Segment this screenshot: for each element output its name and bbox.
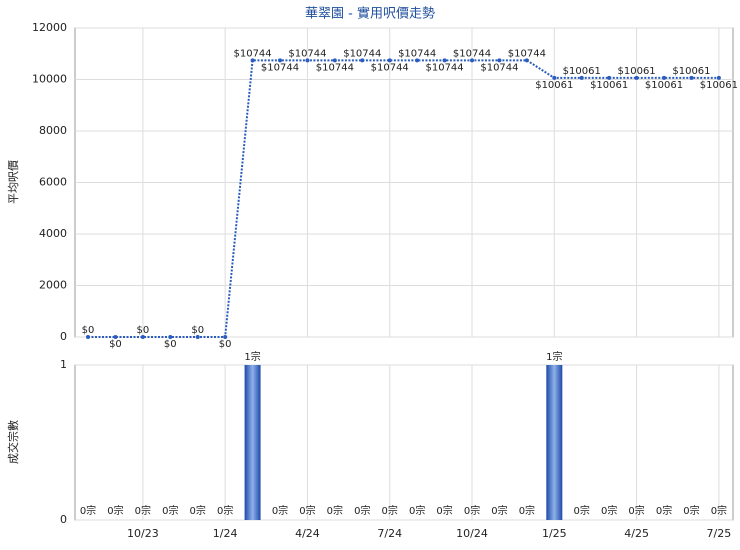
value-label: $10744 [261, 62, 299, 73]
plot-area [74, 364, 734, 521]
value-label: 0宗 [601, 504, 617, 517]
value-label: $0 [191, 325, 204, 336]
value-label: 0宗 [217, 504, 233, 517]
value-label: $10744 [288, 48, 326, 59]
point [607, 75, 612, 80]
x-tick-label: 4/25 [624, 527, 649, 540]
y-tick-label: 0 [60, 513, 67, 526]
point [223, 335, 228, 339]
bar [244, 365, 261, 520]
value-label: $0 [136, 325, 149, 336]
value-label: 0宗 [162, 504, 178, 517]
point [168, 335, 173, 339]
value-label: 0宗 [135, 504, 151, 517]
value-label: $10744 [453, 48, 491, 59]
value-label: 0宗 [628, 504, 644, 517]
value-label: $10061 [590, 80, 628, 91]
y-tick-label: 12000 [32, 21, 67, 34]
point [250, 58, 255, 63]
value-label: 0宗 [656, 504, 672, 517]
value-label: $10061 [563, 66, 601, 77]
point [113, 335, 118, 339]
value-label: 1宗 [244, 350, 260, 363]
point [415, 58, 420, 63]
value-label: $10061 [672, 66, 710, 77]
value-label: $10744 [508, 48, 546, 59]
value-label: 0宗 [711, 504, 727, 517]
value-label: 0宗 [80, 504, 96, 517]
x-tick-label: 4/24 [295, 527, 320, 540]
point [86, 335, 90, 339]
y-tick-label: 10000 [32, 73, 67, 86]
value-label: 0宗 [519, 504, 535, 517]
value-label: $10744 [343, 48, 381, 59]
value-label: 0宗 [327, 504, 343, 517]
value-label: $10061 [535, 80, 573, 91]
point [716, 75, 721, 80]
y-tick-label: 0 [60, 330, 67, 343]
point [360, 58, 365, 63]
point [332, 58, 337, 63]
value-label: 0宗 [272, 504, 288, 517]
value-label: $10061 [700, 80, 738, 91]
value-label: 0宗 [574, 504, 590, 517]
value-label: 0宗 [683, 504, 699, 517]
value-label: $10061 [618, 66, 656, 77]
point [552, 75, 557, 80]
point [278, 58, 283, 63]
value-label: $10744 [398, 48, 436, 59]
point [662, 75, 667, 80]
point [442, 58, 447, 63]
point [579, 75, 584, 80]
value-label: 0宗 [409, 504, 425, 517]
value-label: 0宗 [190, 504, 206, 517]
point [387, 58, 392, 63]
value-label: 1宗 [546, 350, 562, 363]
value-label: 0宗 [354, 504, 370, 517]
value-label: $10744 [233, 48, 271, 59]
y-tick-label: 1 [60, 358, 67, 371]
value-label: 0宗 [436, 504, 452, 517]
point [140, 335, 145, 339]
point [524, 58, 529, 63]
value-label: 0宗 [491, 504, 507, 517]
line [88, 59, 719, 338]
y-axis-label: 成交宗數 [6, 420, 20, 464]
value-label: $0 [109, 339, 122, 350]
x-tick-label: 1/24 [213, 527, 238, 540]
y-tick-label: 4000 [39, 227, 67, 240]
point [470, 58, 475, 63]
point [689, 75, 694, 80]
value-label: 0宗 [299, 504, 315, 517]
point [634, 75, 639, 80]
point [305, 58, 310, 63]
x-tick-label: 7/24 [377, 527, 402, 540]
chart-title: 華翠園 - 實用呎價走勢 [305, 6, 435, 22]
bar [546, 365, 563, 520]
value-label: $0 [219, 339, 232, 350]
value-label: 0宗 [464, 504, 480, 517]
value-label: 0宗 [107, 504, 123, 517]
y-tick-label: 6000 [39, 176, 67, 189]
value-label: $10744 [371, 62, 409, 73]
value-label: 0宗 [382, 504, 398, 517]
x-tick-label: 10/24 [456, 527, 488, 540]
y-tick-label: 2000 [39, 279, 67, 292]
point [497, 58, 502, 63]
value-label: $0 [82, 325, 95, 336]
value-label: $10744 [480, 62, 518, 73]
value-label: $10744 [316, 62, 354, 73]
x-tick-label: 7/25 [707, 527, 732, 540]
y-axis-label: 平均呎價 [6, 160, 20, 204]
value-label: $0 [164, 339, 177, 350]
point [195, 335, 200, 339]
x-tick-label: 1/25 [542, 527, 567, 540]
value-label: $10061 [645, 80, 683, 91]
y-tick-label: 8000 [39, 124, 67, 137]
x-tick-label: 10/23 [127, 527, 159, 540]
value-label: $10744 [425, 62, 463, 73]
